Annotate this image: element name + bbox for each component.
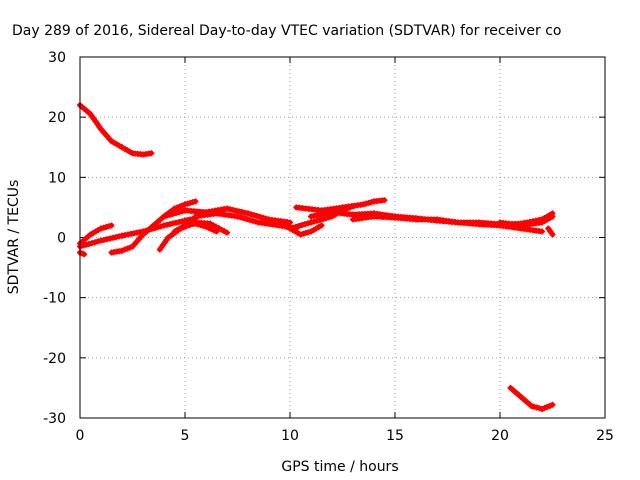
y-tick-label: -30	[43, 411, 66, 427]
x-tick-label: 20	[491, 428, 509, 444]
data-point	[290, 224, 296, 231]
data-point	[234, 213, 241, 220]
data-point	[192, 198, 199, 205]
data-point	[287, 219, 293, 226]
series-trace	[77, 102, 155, 158]
data-point	[549, 213, 556, 220]
series-trace	[161, 205, 293, 226]
data-point	[170, 210, 176, 217]
data-point	[83, 241, 89, 248]
data-point	[179, 208, 185, 215]
x-tick-label: 25	[596, 428, 614, 444]
data-point	[539, 228, 545, 235]
data-point	[293, 223, 299, 230]
data-point	[245, 210, 251, 217]
data-point	[317, 216, 323, 223]
data-point	[213, 228, 220, 235]
plot-frame	[79, 56, 606, 419]
data-point	[81, 251, 88, 258]
data-point	[89, 240, 95, 247]
y-tick-label: -10	[43, 291, 66, 307]
data-point	[318, 222, 325, 229]
data-point	[158, 223, 164, 230]
data-point	[167, 211, 173, 218]
data-point	[108, 222, 115, 229]
series-trace	[77, 222, 115, 247]
grid-lines	[80, 57, 605, 418]
data-point	[549, 231, 556, 238]
y-axis-label: SDTVAR / TECUs	[6, 180, 22, 295]
data-point	[92, 239, 98, 246]
x-tick-label: 5	[181, 428, 190, 444]
y-ticks: 30 20 10 0 -10 -20 -30	[43, 50, 605, 427]
data-point	[155, 224, 161, 231]
y-tick-label: 20	[48, 110, 66, 126]
data-point	[86, 240, 92, 247]
data-point	[314, 217, 320, 224]
data-point	[254, 213, 260, 220]
series-trace	[293, 197, 388, 214]
data-point	[257, 213, 263, 220]
data-point	[296, 222, 302, 229]
series-trace	[497, 213, 556, 229]
series-trace	[171, 220, 220, 235]
data-point	[224, 229, 230, 236]
data-point	[251, 212, 257, 219]
y-tick-label: -20	[43, 351, 66, 367]
data-point	[545, 225, 552, 232]
data-point	[252, 218, 259, 225]
data-point	[299, 222, 305, 229]
series-trace	[507, 384, 556, 412]
data-point	[260, 214, 266, 221]
x-ticks: 0 5 10 15 20 25	[76, 57, 614, 444]
data-point	[95, 238, 101, 245]
chart-title: Day 289 of 2016, Sidereal Day-to-day VTE…	[12, 23, 561, 39]
x-tick-label: 15	[386, 428, 404, 444]
y-tick-label: 30	[48, 50, 66, 66]
data-point	[311, 218, 317, 225]
x-tick-label: 10	[281, 428, 299, 444]
data-point	[263, 215, 269, 222]
data-point	[248, 211, 254, 218]
x-axis-label: GPS time / hours	[281, 459, 398, 475]
data-point	[287, 225, 293, 232]
series-trace	[77, 249, 88, 258]
x-tick-label: 0	[76, 428, 85, 444]
data-point	[243, 216, 250, 223]
data-point	[308, 219, 314, 226]
y-tick-label: 10	[48, 170, 66, 186]
y-tick-label: 0	[57, 231, 66, 247]
data-point	[549, 401, 556, 408]
data-point	[161, 213, 167, 220]
data-point	[148, 150, 155, 157]
data-series	[77, 102, 556, 412]
data-point	[237, 214, 244, 221]
series-trace	[545, 225, 556, 238]
data-point	[547, 228, 554, 235]
data-point	[249, 217, 256, 224]
data-point	[80, 242, 86, 249]
data-point	[176, 209, 182, 216]
data-point	[164, 212, 170, 219]
data-point	[246, 216, 253, 223]
data-point	[173, 210, 179, 217]
data-point	[240, 215, 247, 222]
data-point	[302, 221, 308, 228]
data-point	[305, 220, 311, 227]
data-point	[381, 197, 388, 204]
series-trace	[108, 198, 199, 256]
